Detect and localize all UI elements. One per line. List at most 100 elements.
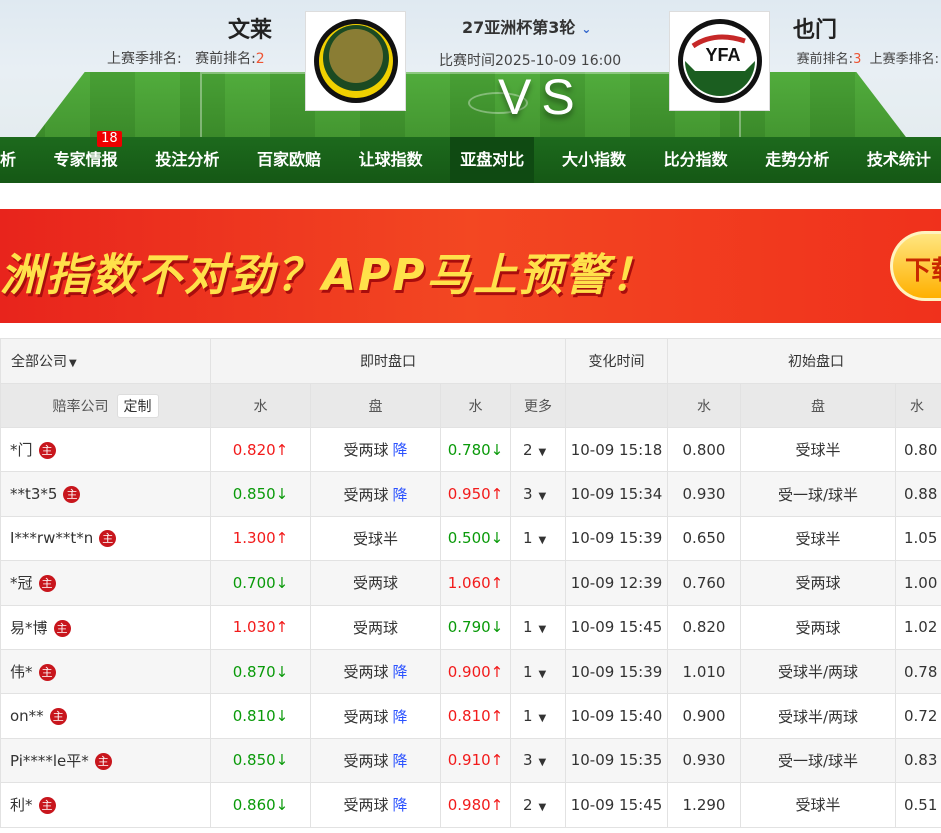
- live-handicap: 受球半: [310, 515, 441, 562]
- host-badge-icon: 主: [38, 575, 56, 593]
- nav-item[interactable]: 析: [0, 150, 17, 169]
- init-handicap: 受两球: [740, 560, 896, 606]
- table-row[interactable]: Pi****le平* 主 0.850↓ 受两球降 0.910↑ 3 ▼ 10-09 …: [0, 737, 941, 784]
- company-name[interactable]: Pi****le平* 主: [0, 737, 211, 784]
- init-home-water: 0.930: [667, 471, 741, 517]
- init-handicap: 受球半: [740, 515, 896, 562]
- host-badge-icon: 主: [94, 752, 112, 770]
- match-time: 比赛时间2025-10-09 16:00: [439, 53, 622, 69]
- customize-button[interactable]: 定制: [116, 393, 159, 418]
- init-home-water: 0.800: [667, 426, 741, 473]
- live-away-water: 1.060↑: [440, 560, 511, 606]
- more-dropdown[interactable]: 1 ▼: [510, 693, 566, 739]
- caret-down-icon: ▼: [538, 757, 547, 769]
- nav-item-score-odds[interactable]: 比分指数: [663, 150, 728, 169]
- caret-down-icon: ▼: [538, 713, 547, 725]
- asian-handicap-table: 全部公司 ▼ 即时盘口 变化时间 初始盘口 赔率公司 定制 水 盘 水 更多 水 盘…: [0, 338, 941, 828]
- init-home-water: 1.290: [667, 782, 741, 828]
- init-away-water: 0.51: [895, 782, 941, 828]
- init-home-water: 1.010: [667, 648, 741, 695]
- more-dropdown[interactable]: 1 ▼: [510, 648, 566, 695]
- live-away-water: 0.910↑: [440, 737, 511, 784]
- company-name[interactable]: 利* 主: [0, 782, 211, 828]
- caret-down-icon: ▼: [69, 358, 77, 369]
- company-name[interactable]: *冠主: [0, 560, 211, 606]
- league-round-selector[interactable]: 27亚洲杯第3轮 ⌄: [462, 18, 592, 37]
- more-dropdown[interactable]: 1 ▼: [510, 515, 566, 562]
- nav-item-euro-odds[interactable]: 百家欧赔: [256, 150, 321, 169]
- caret-down-icon: ▼: [538, 491, 547, 503]
- company-name[interactable]: *门主: [0, 426, 211, 473]
- caret-down-icon: ▼: [538, 535, 547, 547]
- live-away-water: 0.790↓: [440, 604, 511, 650]
- more-dropdown[interactable]: 2 ▼: [510, 782, 566, 828]
- change-time: 10-09 15:39: [565, 648, 668, 695]
- nav-item-stats[interactable]: 技术统计: [866, 150, 931, 169]
- svg-text:YFA: YFA: [705, 45, 740, 65]
- more-dropdown[interactable]: 3 ▼: [510, 471, 566, 517]
- vs-label: VS: [498, 69, 585, 125]
- init-away-water: 0.72: [895, 693, 941, 739]
- nav-item-trend[interactable]: 走势分析: [765, 150, 830, 169]
- company-name[interactable]: I***rw**t*n 主: [0, 515, 211, 562]
- change-time: 10-09 15:45: [565, 604, 668, 650]
- init-handicap: 受球半/两球: [740, 693, 896, 739]
- live-home-water: 0.700↓: [210, 560, 311, 606]
- company-name[interactable]: 伟* 主: [0, 648, 211, 695]
- live-home-water: 0.810↓: [210, 693, 311, 739]
- nav-item-expert[interactable]: 专家情报 18: [44, 131, 128, 183]
- init-handicap: 受两球: [740, 604, 896, 650]
- table-row[interactable]: on** 主 0.810↓ 受两球降 0.810↑ 1 ▼ 10-09 15:40 …: [0, 693, 941, 739]
- company-name[interactable]: 易*博主: [0, 604, 211, 650]
- home-team-name[interactable]: 文莱: [228, 18, 273, 43]
- init-handicap: 受球半/两球: [740, 648, 896, 695]
- company-name[interactable]: on** 主: [0, 693, 211, 739]
- away-team-name[interactable]: 也门: [793, 18, 838, 43]
- table-row[interactable]: **t3*5 主 0.850↓ 受两球降 0.950↑ 3 ▼ 10-09 15:3…: [0, 471, 941, 517]
- download-button[interactable]: 下载: [890, 231, 941, 301]
- nav-item-handicap[interactable]: 让球指数: [358, 150, 423, 169]
- more-dropdown[interactable]: [510, 560, 566, 606]
- live-away-water: 0.950↑: [440, 471, 511, 517]
- home-team-logo[interactable]: [305, 11, 406, 111]
- live-home-water: 0.820↑: [210, 426, 311, 473]
- init-handicap: 受球半: [740, 426, 896, 473]
- init-away-water: 0.78: [895, 648, 941, 695]
- change-time: 10-09 15:45: [565, 782, 668, 828]
- live-handicap: 受两球降: [310, 782, 441, 828]
- count-badge: 18: [97, 131, 122, 147]
- change-time: 10-09 15:40: [565, 693, 668, 739]
- table-row[interactable]: 伟* 主 0.870↓ 受两球降 0.900↑ 1 ▼ 10-09 15:39 1.…: [0, 648, 941, 695]
- table-row[interactable]: 易*博主 1.030↑ 受两球 0.790↓ 1 ▼ 10-09 15:45 0.…: [0, 604, 941, 650]
- table-row[interactable]: *门主 0.820↑ 受两球降 0.780↓ 2 ▼ 10-09 15:18 0.…: [0, 426, 941, 473]
- more-dropdown[interactable]: 1 ▼: [510, 604, 566, 650]
- init-away-water: 1.05: [895, 515, 941, 562]
- change-time: 10-09 15:39: [565, 515, 668, 562]
- init-away-water: 0.80: [895, 426, 941, 473]
- away-team-logo[interactable]: YFA: [669, 11, 770, 111]
- init-handicap: 受一球/球半: [740, 737, 896, 784]
- company-name[interactable]: **t3*5 主: [0, 471, 211, 517]
- caret-down-icon: ▼: [538, 801, 547, 813]
- table-row[interactable]: I***rw**t*n 主 1.300↑ 受球半 0.500↓ 1 ▼ 10-09 …: [0, 515, 941, 562]
- more-dropdown[interactable]: 3 ▼: [510, 737, 566, 784]
- company-filter-dropdown[interactable]: 全部公司 ▼: [0, 338, 211, 384]
- host-badge-icon: 主: [38, 664, 56, 682]
- nav-item-betting[interactable]: 投注分析: [155, 150, 220, 169]
- init-away-water: 1.00: [895, 560, 941, 606]
- live-handicap: 受两球降: [310, 648, 441, 695]
- host-badge-icon: 主: [49, 708, 67, 726]
- init-home-water: 0.900: [667, 693, 741, 739]
- more-dropdown[interactable]: 2 ▼: [510, 426, 566, 473]
- init-home-water: 0.650: [667, 515, 741, 562]
- nav-item-asian-handicap[interactable]: 亚盘对比: [450, 137, 535, 183]
- drop-indicator: 降: [392, 485, 408, 504]
- nav-item-over-under[interactable]: 大小指数: [561, 150, 626, 169]
- live-away-water: 0.780↓: [440, 426, 511, 473]
- table-row[interactable]: *冠主 0.700↓ 受两球 1.060↑ 10-09 12:39 0.760 …: [0, 560, 941, 606]
- caret-down-icon: ▼: [538, 668, 547, 680]
- drop-indicator: 降: [392, 707, 408, 726]
- app-promo-banner[interactable]: 洲指数不对劲？APP马上预警！ 下载: [0, 209, 941, 323]
- live-home-water: 0.850↓: [210, 737, 311, 784]
- table-row[interactable]: 利* 主 0.860↓ 受两球降 0.980↑ 2 ▼ 10-09 15:45 1.…: [0, 782, 941, 828]
